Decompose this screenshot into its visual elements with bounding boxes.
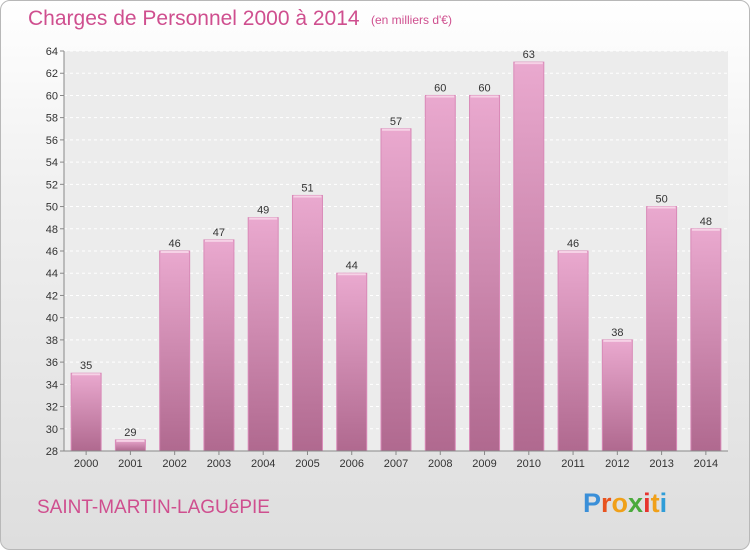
bar <box>557 250 589 452</box>
bar <box>469 94 501 452</box>
y-tick-label: 34 <box>46 379 58 391</box>
data-label: 47 <box>213 227 225 239</box>
bar <box>601 339 633 452</box>
proxiti-logo: Proxiti <box>583 488 667 519</box>
bar <box>70 372 102 452</box>
data-label: 46 <box>567 238 579 250</box>
y-tick-label: 28 <box>46 446 58 458</box>
bar <box>690 228 722 452</box>
x-tick-label: 2003 <box>207 458 231 470</box>
y-tick-label: 48 <box>46 224 58 236</box>
x-tick-label: 2002 <box>162 458 186 470</box>
data-label: 29 <box>124 427 136 439</box>
y-tick-label: 40 <box>46 313 58 325</box>
data-label: 46 <box>169 238 181 250</box>
logo-letter: i <box>659 488 668 518</box>
bar <box>336 272 368 452</box>
logo-letter: r <box>601 488 612 518</box>
bar-chart: 35 29 46 47 49 51 44 57 60 60 63 46 38 50 48 28 30 32 34 3… <box>46 46 728 470</box>
bar <box>159 250 191 452</box>
x-tick-label: 2013 <box>649 458 673 470</box>
bar <box>247 217 279 452</box>
y-tick-label: 46 <box>46 246 58 258</box>
data-label: 51 <box>301 182 313 194</box>
x-tick-label: 2012 <box>605 458 629 470</box>
data-label: 60 <box>478 82 490 94</box>
y-tick-label: 52 <box>46 179 58 191</box>
x-tick-label: 2000 <box>74 458 98 470</box>
x-tick-label: 2014 <box>694 458 718 470</box>
chart-title: Charges de Personnel 2000 à 2014 <box>28 7 360 30</box>
data-label: 63 <box>523 49 535 61</box>
place-name: SAINT-MARTIN-LAGUéPIE <box>37 497 270 518</box>
data-label: 49 <box>257 205 269 217</box>
chart-unit: (en milliers d'€) <box>371 13 452 27</box>
x-tick-label: 2001 <box>118 458 142 470</box>
logo-letter: t <box>650 488 660 518</box>
y-tick-label: 38 <box>46 335 58 347</box>
bar <box>646 206 678 452</box>
y-tick-label: 56 <box>46 135 58 147</box>
x-tick-label: 2008 <box>428 458 452 470</box>
x-tick-label: 2005 <box>295 458 319 470</box>
x-tick-label: 2010 <box>517 458 541 470</box>
logo-letter: o <box>611 488 629 518</box>
y-tick-label: 54 <box>46 157 58 169</box>
data-label: 48 <box>700 216 712 228</box>
y-tick-label: 32 <box>46 402 58 414</box>
x-tick-label: 2007 <box>384 458 408 470</box>
y-tick-label: 60 <box>46 90 58 102</box>
y-tick-label: 62 <box>46 68 58 80</box>
x-tick-label: 2006 <box>339 458 363 470</box>
y-tick-label: 30 <box>46 424 58 436</box>
data-label: 50 <box>655 194 667 206</box>
data-label: 60 <box>434 82 446 94</box>
data-label: 35 <box>80 360 92 372</box>
y-tick-label: 44 <box>46 268 58 280</box>
x-tick-label: 2004 <box>251 458 275 470</box>
bar <box>291 194 323 452</box>
y-tick-label: 36 <box>46 357 58 369</box>
data-label: 57 <box>390 116 402 128</box>
axes: 28 30 32 34 36 38 40 42 44 46 48 50 52 54 56 58 60 62 64 20… <box>46 46 728 470</box>
logo-letter: i <box>643 488 651 518</box>
logo-letter: P <box>583 488 602 518</box>
bar <box>203 239 235 452</box>
y-tick-label: 64 <box>46 46 58 58</box>
y-tick-label: 58 <box>46 113 58 125</box>
bar <box>424 94 456 452</box>
bar <box>513 61 545 452</box>
data-label: 44 <box>346 260 358 272</box>
y-tick-label: 42 <box>46 290 58 302</box>
y-tick-label: 50 <box>46 202 58 214</box>
data-label: 38 <box>611 327 623 339</box>
bar <box>380 128 412 452</box>
x-tick-label: 2011 <box>561 458 585 470</box>
bars: 35 29 46 47 49 51 44 57 60 60 63 46 38 50 48 <box>70 49 722 452</box>
logo-letter: x <box>628 488 644 518</box>
x-tick-label: 2009 <box>472 458 496 470</box>
